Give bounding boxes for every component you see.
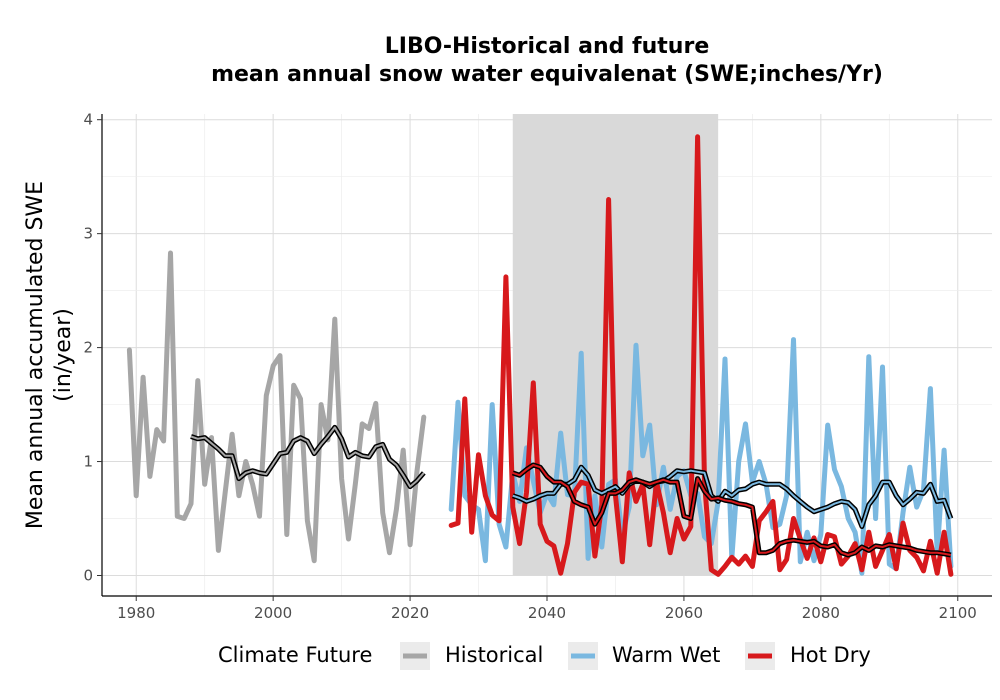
- series-line-historical: [126, 250, 427, 564]
- x-tick-label: 2080: [802, 604, 840, 622]
- x-tick-label: 2100: [939, 604, 977, 622]
- chart-subtitle: mean annual snow water equivalenat (SWE;…: [211, 62, 883, 87]
- legend-label-historical: Historical: [445, 643, 543, 667]
- legend-title: Climate Future: [218, 643, 372, 667]
- legend: Climate Future Historical Warm Wet Hot D…: [218, 642, 871, 670]
- y-axis-title-units: (in/year): [51, 308, 76, 402]
- series-line-warm-wet-running-mean: [512, 466, 952, 528]
- legend-label-hot-dry: Hot Dry: [790, 643, 871, 667]
- y-tick-label: 1: [83, 453, 93, 471]
- chart-title: LIBO-Historical and future: [385, 34, 709, 59]
- y-tick-label: 2: [83, 339, 93, 357]
- x-tick-label: 2000: [254, 604, 292, 622]
- series-line-historical-running-mean: [190, 426, 425, 488]
- x-tick-label: 2060: [665, 604, 703, 622]
- series-layer: [126, 134, 954, 577]
- y-tick-label: 3: [83, 225, 93, 243]
- y-tick-label: 0: [83, 566, 93, 584]
- legend-label-warm-wet: Warm Wet: [612, 643, 720, 667]
- y-tick-label: 4: [83, 111, 93, 129]
- axis-ticks: 1980 2000 2020 2040 2060 2080 2100 0 1 2 3 4: [83, 111, 976, 622]
- x-tick-label: 2040: [528, 604, 566, 622]
- x-tick-label: 1980: [117, 604, 155, 622]
- series-line-hot-dry-running-mean: [512, 464, 952, 556]
- series-line-hot-dry: [448, 134, 954, 577]
- series-line-warm-wet: [448, 337, 954, 576]
- x-tick-label: 2020: [391, 604, 429, 622]
- y-axis-title: Mean annual accumulated SWE: [23, 181, 48, 529]
